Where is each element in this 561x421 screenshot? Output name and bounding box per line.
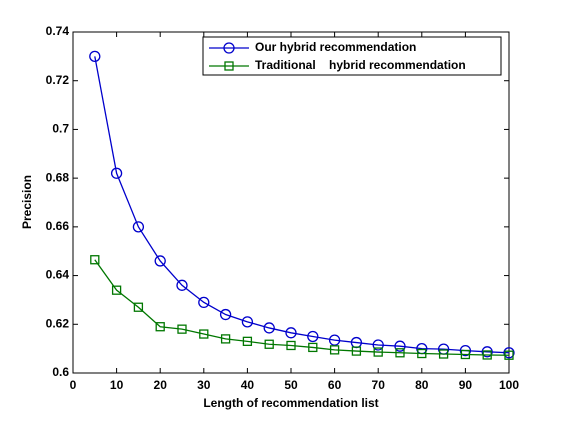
marker [460, 349, 471, 360]
marker [155, 322, 165, 332]
marker [263, 322, 275, 334]
marker [264, 339, 274, 349]
x-tick-label: 90 [459, 378, 473, 392]
marker [154, 255, 166, 267]
marker [89, 50, 101, 63]
marker [132, 221, 145, 233]
marker [417, 348, 427, 359]
marker [329, 345, 340, 355]
y-tick-label: 0.74 [46, 24, 70, 38]
y-tick-label: 0.62 [46, 316, 70, 330]
series-line [94, 56, 510, 354]
x-tick-label: 20 [154, 378, 168, 392]
marker [199, 329, 209, 339]
x-tick-label: 50 [284, 378, 298, 392]
y-tick-label: 0.72 [46, 73, 70, 87]
marker [219, 308, 232, 321]
x-tick-label: 60 [328, 378, 342, 392]
y-tick-label: 0.64 [46, 268, 70, 282]
y-axis-label: Precision [20, 175, 34, 229]
marker [133, 302, 144, 312]
marker [242, 336, 253, 346]
legend-label: Our hybrid recommendation [255, 40, 416, 54]
marker [241, 316, 254, 328]
x-tick-label: 70 [372, 378, 386, 392]
y-tick-label: 0.66 [46, 219, 70, 233]
marker [504, 350, 514, 360]
marker [176, 279, 188, 291]
marker [286, 340, 296, 351]
y-tick-label: 0.7 [52, 122, 69, 136]
marker [198, 296, 210, 309]
x-tick-label: 30 [197, 378, 211, 392]
marker [328, 334, 341, 346]
plot-frame [72, 31, 510, 374]
marker [285, 327, 297, 339]
marker [111, 285, 122, 295]
marker [373, 347, 383, 357]
marker [351, 346, 362, 356]
marker [503, 347, 515, 359]
x-tick-label: 0 [70, 378, 77, 392]
marker [459, 344, 472, 357]
x-tick-label: 100 [499, 378, 519, 392]
marker [307, 330, 319, 343]
y-tick-label: 0.68 [46, 170, 70, 184]
x-tick-label: 40 [241, 378, 255, 392]
marker [481, 346, 493, 358]
marker [177, 324, 187, 334]
marker [372, 339, 384, 351]
marker [223, 42, 235, 54]
legend-box [202, 36, 502, 76]
marker [482, 350, 492, 360]
series-line [94, 259, 510, 356]
marker [308, 342, 318, 353]
marker [224, 61, 234, 71]
marker [220, 334, 231, 344]
x-tick-label: 80 [415, 378, 429, 392]
x-axis-label: Length of recommendation list [203, 396, 378, 410]
marker [395, 348, 405, 358]
y-tick-label: 0.6 [52, 365, 69, 379]
marker [90, 255, 100, 265]
x-tick-label: 10 [110, 378, 124, 392]
marker [110, 167, 123, 179]
legend-label: Traditional hybrid recommendation [255, 58, 466, 72]
marker [438, 349, 449, 359]
marker [394, 340, 406, 352]
